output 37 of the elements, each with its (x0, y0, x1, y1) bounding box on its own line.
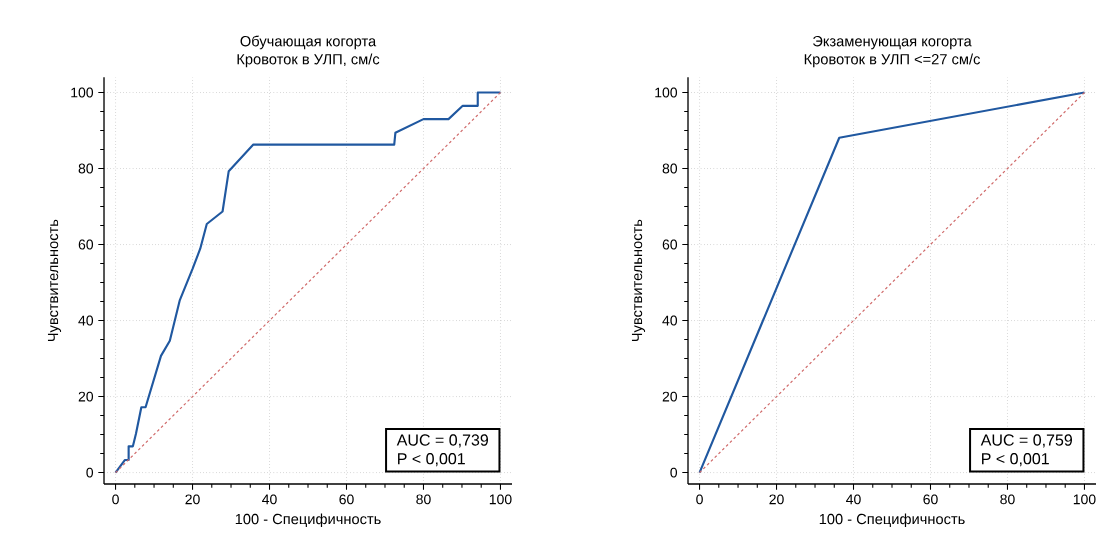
x-axis-title: 100 - Специфичность (819, 513, 965, 528)
x-tick-label: 80 (416, 494, 431, 505)
x-tick-label: 100 (1073, 494, 1096, 505)
y-tick-label: 80 (78, 163, 94, 174)
chart-title: Экзаменующая когорта (813, 36, 972, 50)
y-axis-title: Чувствительность (47, 219, 62, 342)
annotation: AUC = 0,759 (980, 434, 1072, 448)
y-tick-label: 40 (78, 315, 94, 326)
x-tick-label: 20 (185, 494, 200, 505)
y-tick-label: 100 (71, 87, 94, 98)
annotation: P < 0,001 (398, 453, 465, 467)
y-tick-label: 100 (655, 87, 678, 98)
x-tick-label: 40 (846, 494, 861, 505)
x-tick-label: 80 (1000, 494, 1015, 505)
y-tick-label: 60 (78, 239, 94, 250)
y-tick-label: 40 (662, 315, 678, 326)
chart-subtitle: Кровоток в УЛП <=27 см/с (804, 53, 980, 68)
x-tick-label: 0 (696, 494, 703, 505)
x-tick-label: 40 (262, 494, 277, 505)
annotation: AUC = 0,739 (396, 434, 489, 448)
chart-subtitle: Кровоток в УЛП, см/с (237, 53, 380, 68)
x-tick-label: 20 (769, 494, 784, 505)
chart-title: Обучающая когорта (240, 35, 377, 50)
y-tick-label: 20 (78, 391, 94, 402)
y-tick-label: 0 (86, 467, 94, 478)
y-tick-label: 20 (662, 391, 678, 402)
x-tick-label: 60 (923, 494, 938, 505)
annotation: P < 0,001 (982, 453, 1049, 467)
x-axis-title: 100 - Специфичность (235, 513, 381, 528)
x-tick-label: 0 (112, 494, 119, 505)
x-tick-label: 60 (339, 494, 354, 505)
y-tick-label: 60 (662, 239, 678, 250)
y-axis-title: Чувствительность (631, 219, 646, 342)
x-tick-label: 100 (489, 494, 512, 505)
y-tick-label: 0 (670, 467, 678, 478)
y-tick-label: 80 (662, 163, 678, 174)
line-series (114, 91, 502, 474)
